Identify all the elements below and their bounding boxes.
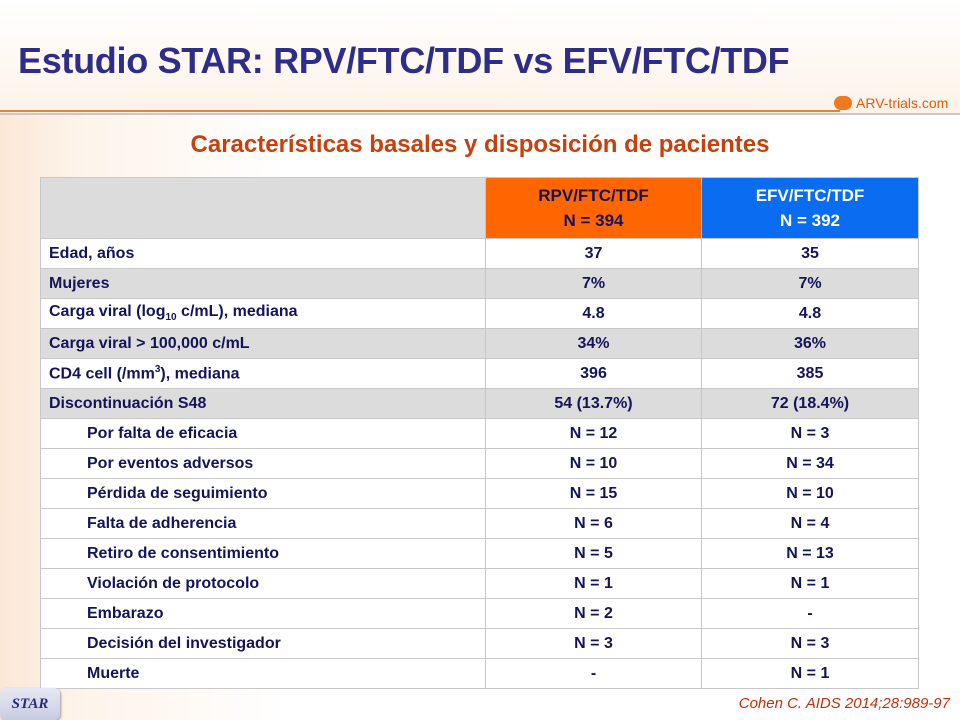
row-label-text: Edad, años xyxy=(49,244,135,262)
table-row: Pérdida de seguimiento N = 15 N = 10 xyxy=(40,478,919,509)
row-label-text: c/mL), mediana xyxy=(176,303,298,321)
efv-value: N = 4 xyxy=(701,508,919,539)
rpv-value: N = 6 xyxy=(485,508,702,539)
table-row: Muerte - N = 1 xyxy=(40,658,919,689)
rpv-n: N = 394 xyxy=(563,211,624,230)
pill-bottle-icon xyxy=(834,96,852,110)
row-label-text: Embarazo xyxy=(87,604,164,622)
efv-value: 385 xyxy=(701,358,919,389)
row-label-text: Decisión del investigador xyxy=(87,634,281,652)
rpv-value: N = 10 xyxy=(485,448,702,479)
baseline-table: RPV/FTC/TDF N = 394 EFV/FTC/TDF N = 392 Ed… xyxy=(40,177,919,689)
row-label: Carga viral (log10 c/mL), mediana xyxy=(40,298,486,329)
table-row: Por eventos adversos N = 10 N = 34 xyxy=(40,448,919,479)
row-label-text: Falta de adherencia xyxy=(87,514,237,532)
row-label-text: Carga viral > 100,000 c/mL xyxy=(49,334,250,352)
divider-orange xyxy=(0,110,840,112)
efv-value: 4.8 xyxy=(701,298,919,329)
header-rpv: RPV/FTC/TDF N = 394 xyxy=(485,177,702,239)
row-label: Por eventos adversos xyxy=(40,448,486,479)
rpv-value: - xyxy=(485,658,702,689)
row-label-text: CD4 cell (/mm xyxy=(49,365,155,383)
row-label-text: ), mediana xyxy=(160,365,240,383)
row-label-text: Carga viral (log xyxy=(49,303,166,321)
efv-value: N = 34 xyxy=(701,448,919,479)
row-label-text: Por falta de eficacia xyxy=(87,424,238,442)
row-label: Discontinuación S48 xyxy=(40,388,486,419)
slide-title: Estudio STAR: RPV/FTC/TDF vs EFV/FTC/TDF xyxy=(18,40,790,81)
row-label: Mujeres xyxy=(40,268,486,299)
rpv-arm: RPV/FTC/TDF xyxy=(538,186,649,205)
row-label-text: Por eventos adversos xyxy=(87,454,254,472)
rpv-value: N = 1 xyxy=(485,568,702,599)
efv-value: - xyxy=(701,598,919,629)
row-label-text: Violación de protocolo xyxy=(87,574,260,592)
subscript: 10 xyxy=(165,312,177,324)
rpv-value: N = 12 xyxy=(485,418,702,449)
row-label: Decisión del investigador xyxy=(40,628,486,659)
efv-value: N = 13 xyxy=(701,538,919,569)
efv-value: 72 (18.4%) xyxy=(701,388,919,419)
table-row: Edad, años 37 35 xyxy=(40,238,919,269)
table-row: Carga viral > 100,000 c/mL 34% 36% xyxy=(40,328,919,359)
row-label: Carga viral > 100,000 c/mL xyxy=(40,328,486,359)
rpv-value: 4.8 xyxy=(485,298,702,329)
table-row: Carga viral (log10 c/mL), mediana 4.8 4.8 xyxy=(40,298,919,329)
efv-value: 7% xyxy=(701,268,919,299)
efv-value: 36% xyxy=(701,328,919,359)
row-label: Violación de protocolo xyxy=(40,568,486,599)
superscript: 3 xyxy=(154,363,161,375)
row-label-text: Discontinuación S48 xyxy=(49,394,207,412)
row-label-text: Muerte xyxy=(87,664,140,682)
efv-n: N = 392 xyxy=(779,211,840,230)
rpv-value: 396 xyxy=(485,358,702,389)
table-row: Mujeres 7% 7% xyxy=(40,268,919,299)
star-badge: STAR xyxy=(0,688,60,720)
efv-value: N = 10 xyxy=(701,478,919,509)
header-efv: EFV/FTC/TDF N = 392 xyxy=(701,177,919,239)
table-row: Por falta de eficacia N = 12 N = 3 xyxy=(40,418,919,449)
efv-value: N = 3 xyxy=(701,628,919,659)
row-label: Muerte xyxy=(40,658,486,689)
row-label: Retiro de consentimiento xyxy=(40,538,486,569)
rpv-value: 34% xyxy=(485,328,702,359)
rpv-value: 37 xyxy=(485,238,702,269)
efv-value: N = 3 xyxy=(701,418,919,449)
row-label-text: Mujeres xyxy=(49,274,110,292)
row-label-text: Pérdida de seguimiento xyxy=(87,484,268,502)
rpv-value: N = 2 xyxy=(485,598,702,629)
efv-value: N = 1 xyxy=(701,568,919,599)
rpv-value: N = 3 xyxy=(485,628,702,659)
row-label: Falta de adherencia xyxy=(40,508,486,539)
arv-trials-logo: ARV-trials.com xyxy=(826,92,956,122)
rpv-value: N = 5 xyxy=(485,538,702,569)
rpv-value: N = 15 xyxy=(485,478,702,509)
row-label-text: Retiro de consentimiento xyxy=(87,544,280,562)
row-label: Por falta de eficacia xyxy=(40,418,486,449)
efv-value: 35 xyxy=(701,238,919,269)
header-background xyxy=(0,0,960,115)
rpv-value: 7% xyxy=(485,268,702,299)
efv-arm: EFV/FTC/TDF xyxy=(755,186,865,205)
table-row: CD4 cell (/mm3), mediana 396 385 xyxy=(40,358,919,389)
slide-subtitle: Características basales y disposición de… xyxy=(190,131,770,158)
rpv-value: 54 (13.7%) xyxy=(485,388,702,419)
table-row: Embarazo N = 2- xyxy=(40,598,919,629)
header-empty-cell xyxy=(40,177,486,239)
row-label: Pérdida de seguimiento xyxy=(40,478,486,509)
table-header-row: RPV/FTC/TDF N = 394 EFV/FTC/TDF N = 392 xyxy=(40,177,919,239)
row-label: CD4 cell (/mm3), mediana xyxy=(40,358,486,389)
logo-text: ARV-trials.com xyxy=(856,95,949,111)
citation: Cohen C. AIDS 2014;28:989-97 xyxy=(738,695,950,712)
efv-value: N = 1 xyxy=(701,658,919,689)
row-label: Edad, años xyxy=(40,238,486,269)
row-label: Embarazo xyxy=(40,598,486,629)
table-row: Discontinuación S48 54 (13.7%) 72 (18.4%) xyxy=(40,388,919,419)
divider-gray xyxy=(0,113,960,115)
